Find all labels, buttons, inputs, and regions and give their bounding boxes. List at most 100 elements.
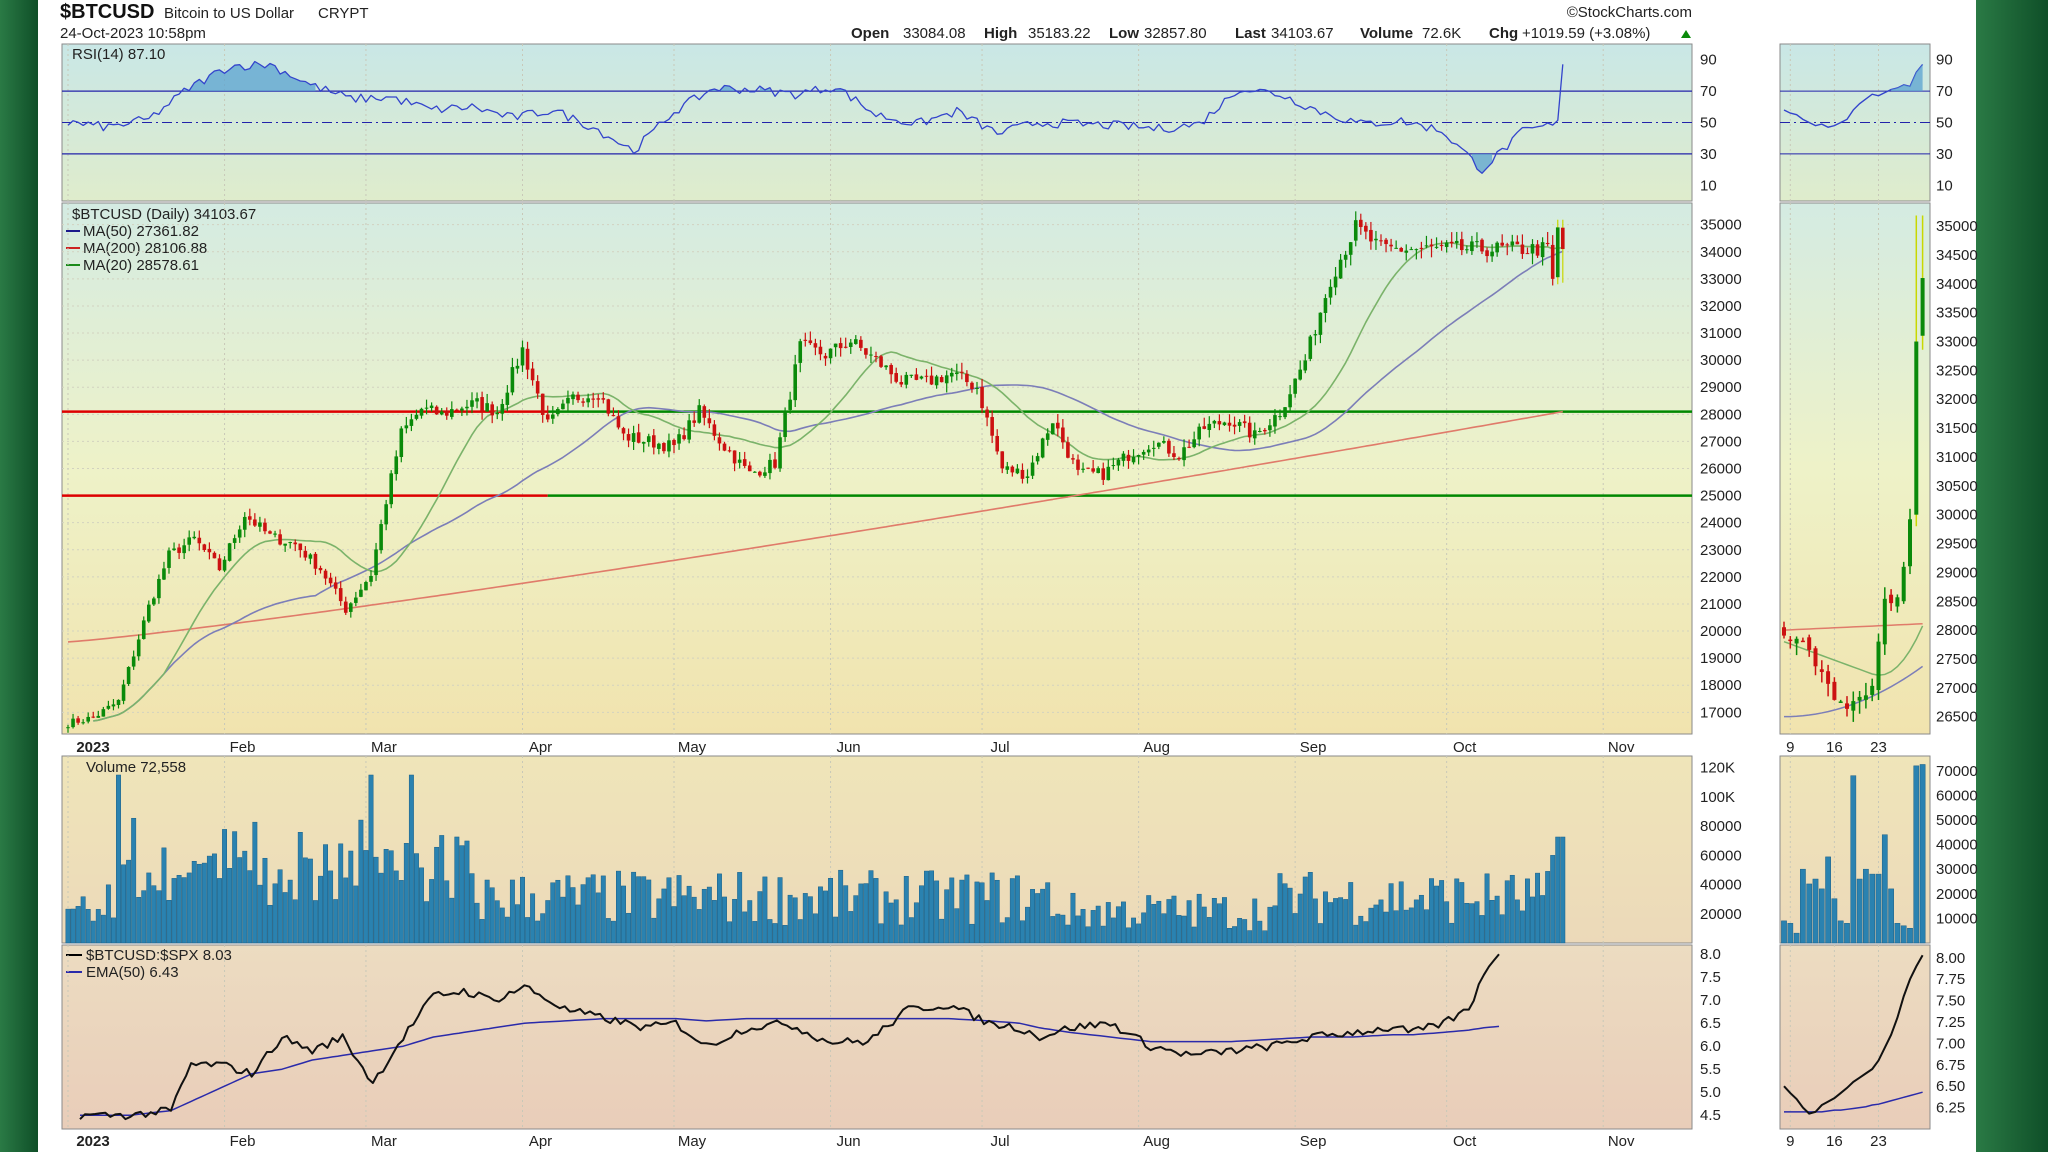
candle-body xyxy=(71,718,75,728)
zoom-price-panel xyxy=(1779,202,1931,735)
candle-body xyxy=(444,411,449,416)
candle-body xyxy=(106,705,111,709)
zoom-rsi-tick-label: 50 xyxy=(1936,115,1953,132)
candle-body xyxy=(192,536,197,539)
x-tick-label: Sep xyxy=(1300,739,1327,756)
candle-body xyxy=(202,544,207,550)
rsi-tick-label: 90 xyxy=(1700,52,1717,69)
volume-bar xyxy=(307,858,313,944)
candle-body xyxy=(697,405,702,423)
candle-body xyxy=(1313,334,1318,336)
x-tick-label: 2023 xyxy=(76,1133,109,1150)
x-tick-label: May xyxy=(678,1133,707,1150)
candle-body xyxy=(843,346,848,348)
volume-bar xyxy=(1297,893,1303,944)
candle-body xyxy=(929,375,934,385)
zoom-candle-body xyxy=(1895,597,1900,607)
volume-bar xyxy=(1413,899,1419,944)
volume-bar xyxy=(924,870,929,944)
volume-bar xyxy=(843,885,849,944)
candle-body xyxy=(1106,466,1111,481)
candle-body xyxy=(1419,247,1424,249)
ma200-legend: MA(200) 28106.88 xyxy=(83,240,207,257)
candle-body xyxy=(1222,422,1227,426)
volume-bar xyxy=(747,900,753,944)
ratio-line xyxy=(79,953,1500,1121)
zoom-volume-bar xyxy=(1831,898,1838,944)
volume-bar xyxy=(1323,891,1328,944)
candle-body xyxy=(217,558,222,571)
candle-body xyxy=(1561,227,1565,250)
volume-bar xyxy=(1504,880,1510,944)
candle-body xyxy=(268,531,272,534)
x-tick-label: Nov xyxy=(1608,739,1635,756)
candle-body xyxy=(1460,239,1464,251)
candle-body xyxy=(596,398,601,400)
volume-bar xyxy=(646,879,652,944)
volume-bar xyxy=(1100,925,1106,944)
volume-bar xyxy=(1171,895,1177,944)
volume-bar xyxy=(1454,878,1460,944)
candle-body xyxy=(869,354,873,356)
zoom-candle-body xyxy=(1807,637,1812,650)
candle-body xyxy=(374,549,378,576)
volume-bar xyxy=(570,887,576,944)
volume-bar xyxy=(595,892,601,944)
chart-datetime: 24-Oct-2023 10:58pm xyxy=(60,25,206,42)
candle-body xyxy=(924,375,929,377)
candle-body xyxy=(1131,456,1136,463)
zoom-candle-body xyxy=(1819,669,1824,672)
candle-body xyxy=(369,575,373,582)
ratio-tick-label: 7.0 xyxy=(1700,992,1721,1009)
volume-bar xyxy=(701,888,707,944)
volume-bar xyxy=(262,857,268,944)
volume-bar xyxy=(838,869,844,944)
candle-body xyxy=(1182,447,1186,461)
volume-bar xyxy=(434,846,440,944)
volume-bar xyxy=(1494,895,1500,944)
candle-body xyxy=(783,411,787,438)
volume-tick-label: 20000 xyxy=(1700,906,1742,923)
candle-body xyxy=(944,375,949,384)
volume-bar xyxy=(1469,903,1475,944)
zoom-ratio-line xyxy=(1783,954,1924,1115)
candle-body xyxy=(626,434,631,441)
zoom-candle-body xyxy=(1845,703,1849,709)
volume-bar xyxy=(474,902,480,944)
candle-body xyxy=(126,667,131,684)
volume-bar xyxy=(1368,907,1374,944)
candle-body xyxy=(1465,249,1469,251)
candle-body xyxy=(1268,425,1272,431)
candle-body xyxy=(899,382,904,385)
volume-bar xyxy=(711,900,717,944)
volume-bar xyxy=(1499,914,1505,944)
candle-body xyxy=(1520,244,1525,254)
candle-body xyxy=(1212,420,1217,424)
candle-body xyxy=(510,367,515,393)
candle-body xyxy=(419,408,424,416)
candle-body xyxy=(116,699,121,705)
last-label: Last xyxy=(1235,25,1266,42)
candle-body xyxy=(1232,424,1237,427)
candle-body xyxy=(768,459,772,474)
zoom-candle-body xyxy=(1813,648,1818,667)
volume-bar xyxy=(237,857,243,944)
volume-bar xyxy=(777,877,783,944)
ma20-line xyxy=(93,242,1563,722)
volume-bar xyxy=(1216,903,1222,944)
volume-tick-label: 120K xyxy=(1700,760,1735,777)
volume-bar xyxy=(616,870,621,944)
zoom-x-tick-label: 23 xyxy=(1870,739,1887,756)
volume-bar xyxy=(1156,900,1162,944)
volume-bar xyxy=(812,913,818,944)
zoom-rsi-tick-label: 70 xyxy=(1936,83,1953,100)
candle-body xyxy=(1005,466,1010,470)
zoom-price-tick-label: 29500 xyxy=(1936,536,1978,553)
candle-body xyxy=(283,543,287,546)
candle-body xyxy=(682,435,686,440)
candle-body xyxy=(1328,286,1333,298)
zoom-candle-body xyxy=(1782,627,1786,636)
volume-bar xyxy=(681,895,687,944)
candle-body xyxy=(1000,451,1005,469)
candle-body xyxy=(414,414,419,419)
